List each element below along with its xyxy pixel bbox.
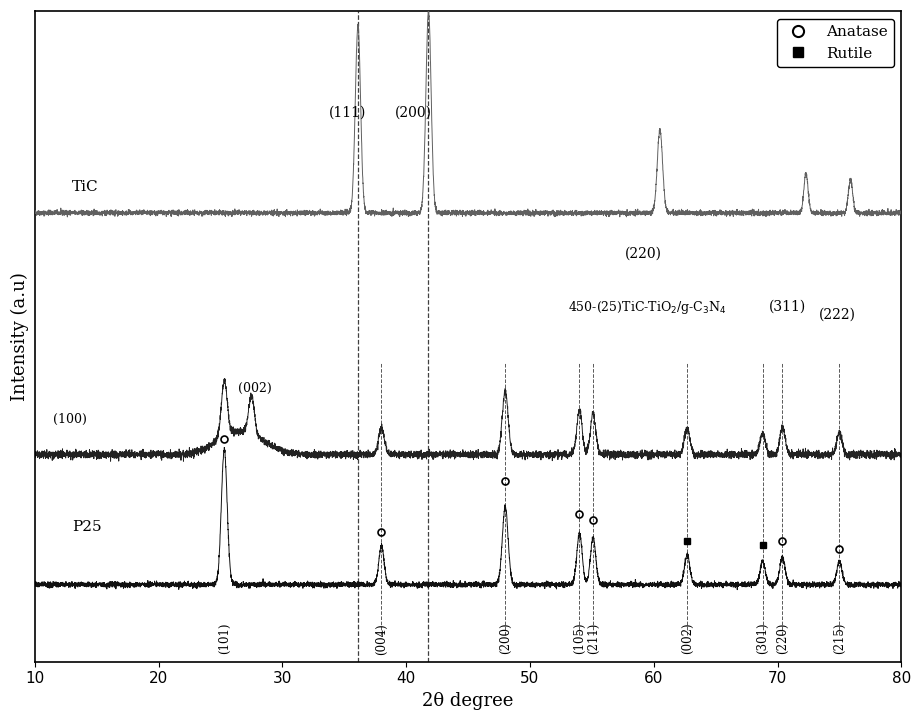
Text: (311): (311) bbox=[769, 300, 806, 314]
Text: TiC: TiC bbox=[72, 180, 99, 195]
Text: (002): (002) bbox=[680, 623, 693, 655]
Text: (200): (200) bbox=[396, 106, 432, 120]
Text: P25: P25 bbox=[72, 521, 101, 534]
Text: (200): (200) bbox=[499, 623, 512, 655]
Text: (004): (004) bbox=[375, 623, 388, 655]
Text: (220): (220) bbox=[776, 623, 789, 655]
Text: (301): (301) bbox=[756, 623, 769, 655]
Y-axis label: Intensity (a.u): Intensity (a.u) bbox=[11, 272, 30, 401]
Text: (215): (215) bbox=[833, 623, 845, 655]
Text: (220): (220) bbox=[625, 247, 662, 261]
Text: (105): (105) bbox=[573, 623, 586, 655]
Text: (101): (101) bbox=[218, 623, 230, 655]
Legend: Anatase, Rutile: Anatase, Rutile bbox=[777, 19, 893, 66]
Text: 450-(25)TiC-TiO$_2$/g-C$_3$N$_4$: 450-(25)TiC-TiO$_2$/g-C$_3$N$_4$ bbox=[568, 298, 727, 316]
Text: (222): (222) bbox=[819, 308, 856, 322]
Text: (100): (100) bbox=[53, 413, 88, 426]
Text: (111): (111) bbox=[329, 106, 367, 120]
Text: (211): (211) bbox=[586, 623, 599, 654]
X-axis label: 2θ degree: 2θ degree bbox=[422, 692, 514, 710]
Text: (002): (002) bbox=[238, 381, 272, 394]
